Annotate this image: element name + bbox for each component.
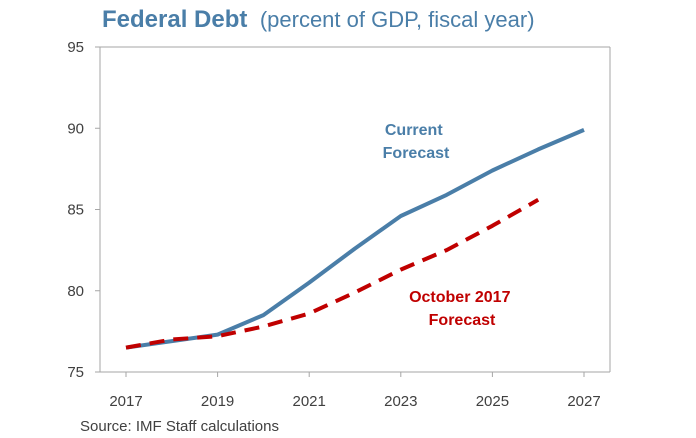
y-tick-label: 85	[67, 202, 84, 219]
y-tick-label: 80	[67, 283, 84, 300]
x-tick-label: 2019	[201, 393, 234, 410]
x-tick-label: 2017	[109, 393, 142, 410]
current-forecast-label: Current Forecast	[383, 122, 450, 162]
x-tick-label: 2025	[476, 393, 509, 410]
chart-title: Federal Debt	[102, 6, 247, 33]
source-note: Source: IMF Staff calculations	[80, 418, 279, 435]
october-2017-forecast-label-line1: October 2017	[409, 289, 510, 306]
current-forecast-line	[125, 128, 585, 350]
axes: 75 80 85 90 95 2017 2019 2021 2023 2025 2027	[67, 39, 611, 410]
y-tick-label: 95	[67, 39, 84, 56]
x-tick-label: 2023	[384, 393, 417, 410]
october-2017-forecast-label: October 2017 Forecast	[409, 289, 515, 329]
current-forecast-label-line2: Forecast	[383, 145, 450, 162]
series-lines	[125, 128, 585, 350]
chart-title-group: Federal Debt (percent of GDP, fiscal yea…	[102, 6, 535, 33]
y-tick-label: 75	[67, 364, 84, 381]
chart-subtitle: (percent of GDP, fiscal year)	[260, 7, 535, 32]
x-tick-label: 2027	[567, 393, 600, 410]
y-tick-label: 90	[67, 120, 84, 137]
october-2017-forecast-label-line2: Forecast	[429, 312, 496, 329]
x-tick-label: 2021	[293, 393, 326, 410]
october-2017-forecast-line	[125, 198, 540, 350]
current-forecast-label-line1: Current	[385, 122, 443, 139]
